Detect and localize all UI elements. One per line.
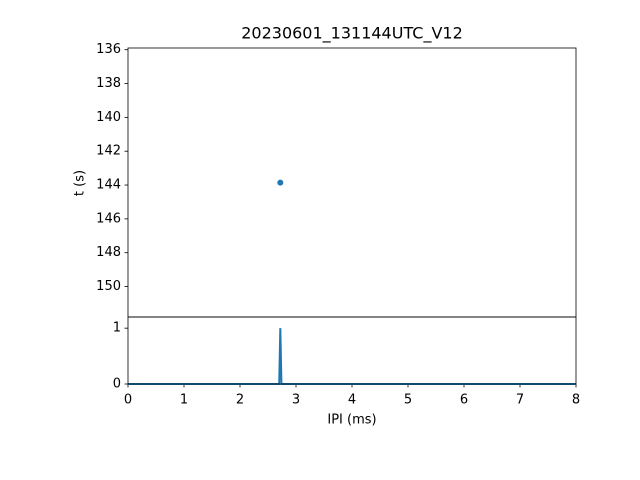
y-axis-label: t (s) [73,170,88,196]
x-tick-label: 6 [460,393,468,408]
y-tick-label: 148 [96,245,121,260]
x-tick-label: 1 [180,393,188,408]
y-tick-label: 1 [113,321,121,336]
plot-frame [127,316,577,385]
y-tick-label: 140 [96,110,121,125]
y-tick-label: 138 [96,76,121,91]
x-tick-label: 4 [348,393,356,408]
x-tick-label: 2 [236,393,244,408]
y-tick-label: 0 [113,377,121,392]
chart-title: 20230601_131144UTC_V12 [241,24,463,44]
y-tick-label: 136 [96,42,121,57]
y-tick-label: 146 [96,211,121,226]
y-tick-label: 142 [96,144,121,159]
x-tick-label: 8 [572,393,580,408]
point [277,179,284,186]
x-tick-label: 3 [292,393,300,408]
x-tick-label: 0 [124,393,132,408]
y-tick-label: 150 [96,279,121,294]
x-tick-label: 7 [516,393,524,408]
x-tick-label: 5 [404,393,412,408]
plot-frame [127,47,577,318]
y-tick-label: 144 [96,178,121,193]
line [128,328,576,385]
x-axis-label: IPI (ms) [327,413,376,428]
